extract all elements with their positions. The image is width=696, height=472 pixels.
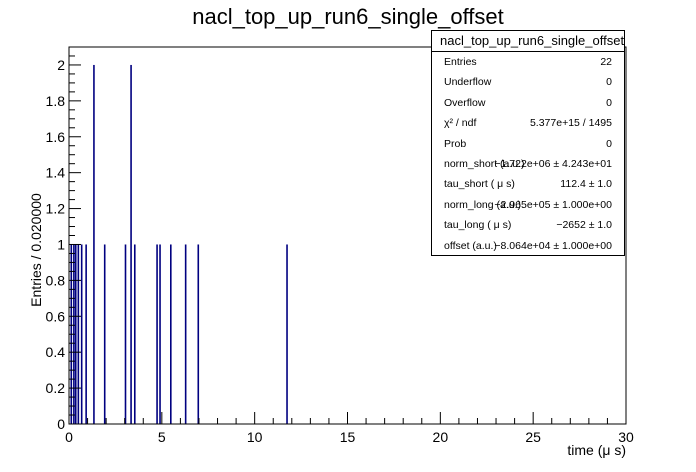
x-tick-label: 25: [525, 429, 541, 445]
stats-row-value: −1.722e+06 ± 4.243e+01: [494, 158, 612, 170]
stats-row: offset (a.u.) −8.064e+04 ± 1.000e+00: [432, 237, 624, 257]
stats-row: norm_short (a.u.) −1.722e+06 ± 4.243e+01: [432, 155, 624, 175]
stats-row-label: Underflow: [444, 76, 492, 89]
stats-row-label: Overflow: [444, 96, 486, 109]
stats-row: norm_long (a.u.) −2.965e+05 ± 1.000e+00: [432, 196, 624, 216]
bar-3: [77, 244, 80, 424]
x-tick-label: 5: [158, 429, 166, 445]
bar-5: [85, 244, 87, 424]
bar-13: [170, 244, 172, 424]
stats-title: nacl_top_up_run6_single_offset: [432, 31, 624, 52]
stats-row-label: tau_long ( μ s): [444, 219, 512, 232]
bar-15: [197, 244, 200, 424]
bar-11: [156, 244, 158, 424]
bar-7: [103, 244, 106, 424]
stats-row-value: 0: [606, 96, 612, 109]
stats-row-value: 5.377e+15 / 1495: [529, 117, 612, 130]
x-tick-label: 30: [618, 429, 634, 445]
y-tick-label: 1: [57, 236, 65, 252]
stats-row-value: 112.4 ± 1.0: [560, 178, 612, 191]
stats-row-label: tau_short ( μ s): [444, 178, 515, 191]
y-tick-label: 0.2: [46, 380, 66, 396]
stats-row-value: 0: [606, 137, 612, 150]
y-tick-label: 1.8: [46, 93, 66, 109]
y-tick-label: 0: [57, 416, 65, 432]
stats-row-value: 22: [600, 56, 612, 68]
stats-row: Underflow 0: [432, 73, 624, 93]
bar-6: [93, 64, 95, 424]
stats-row: Overflow 0: [432, 94, 624, 114]
bars-group: [70, 64, 288, 424]
stats-row-label: offset (a.u.): [444, 239, 497, 252]
stats-row-label: χ² / ndf: [444, 117, 477, 130]
x-axis-label: time (μ s): [567, 442, 626, 458]
x-tick-label: 10: [247, 429, 263, 445]
bar-14: [184, 244, 187, 424]
x-tick-label: 0: [65, 429, 73, 445]
y-tick-label: 1.6: [46, 129, 66, 145]
y-axis: 0 0.2 0.4 0.6 0.8 1 1.2 1.4 1.6 1.8 2: [46, 46, 81, 432]
stats-row-label: Prob: [444, 137, 467, 150]
y-tick-label: 0.6: [46, 308, 66, 324]
stats-row: tau_short ( μ s) 112.4 ± 1.0: [432, 175, 624, 195]
stats-row-label: norm_long (a.u.): [444, 198, 522, 211]
x-tick-label: 15: [340, 429, 356, 445]
chart-title: nacl_top_up_run6_single_offset: [192, 4, 504, 29]
stats-row: tau_long ( μ s) −2652 ± 1.0: [432, 216, 624, 236]
y-tick-label: 2: [57, 57, 65, 73]
y-tick-label: 1.4: [46, 165, 66, 181]
y-tick-label: 0.4: [46, 344, 66, 360]
stats-row-value: −2.965e+05 ± 1.000e+00: [494, 198, 612, 211]
stats-row-label: norm_short (a.u.): [444, 158, 525, 170]
x-axis: 0 5 10 15 20 25 30: [65, 412, 634, 445]
y-tick-label: 0.8: [46, 272, 66, 288]
bar-2: [74, 244, 77, 424]
bar-8: [124, 244, 127, 424]
bar-12: [159, 244, 161, 424]
x-tick-label: 20: [433, 429, 449, 445]
stats-row: Entries 22: [432, 53, 624, 73]
bar-9: [130, 64, 132, 424]
bar-16: [286, 244, 288, 424]
stats-row-value: −2652 ± 1.0: [556, 219, 612, 232]
stats-row: χ² / ndf 5.377e+15 / 1495: [432, 114, 624, 134]
bar-10: [133, 244, 136, 424]
stats-box: nacl_top_up_run6_single_offset Entries 22…: [431, 30, 625, 256]
stats-row-value: 0: [606, 76, 612, 89]
y-tick-label: 1.2: [46, 201, 66, 217]
bar-4: [80, 244, 83, 424]
stats-row-value: −8.064e+04 ± 1.000e+00: [494, 239, 612, 252]
stats-row: Prob 0: [432, 135, 624, 155]
stats-row-label: Entries: [444, 56, 477, 68]
y-axis-label: Entries / 0.020000: [28, 193, 44, 307]
